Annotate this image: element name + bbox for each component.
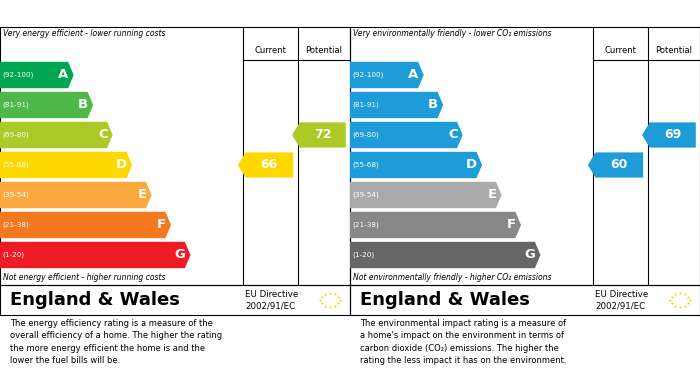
Polygon shape bbox=[350, 242, 540, 268]
Polygon shape bbox=[0, 152, 132, 178]
Polygon shape bbox=[350, 92, 443, 118]
Text: (39-54): (39-54) bbox=[352, 192, 379, 198]
Text: (39-54): (39-54) bbox=[2, 192, 29, 198]
Text: (55-68): (55-68) bbox=[2, 162, 29, 168]
Text: Not environmentally friendly - higher CO₂ emissions: Not environmentally friendly - higher CO… bbox=[353, 273, 552, 282]
Polygon shape bbox=[292, 122, 346, 147]
Text: D: D bbox=[466, 158, 477, 172]
Text: EU Directive
2002/91/EC: EU Directive 2002/91/EC bbox=[245, 290, 298, 310]
Text: Potential: Potential bbox=[305, 46, 342, 55]
Text: (21-38): (21-38) bbox=[2, 222, 29, 228]
Polygon shape bbox=[0, 182, 152, 208]
Polygon shape bbox=[0, 92, 93, 118]
Text: Potential: Potential bbox=[655, 46, 692, 55]
Polygon shape bbox=[0, 212, 171, 238]
Text: 66: 66 bbox=[260, 158, 278, 172]
Text: D: D bbox=[116, 158, 127, 172]
Text: EU Directive
2002/91/EC: EU Directive 2002/91/EC bbox=[595, 290, 648, 310]
Text: G: G bbox=[174, 249, 186, 262]
Text: B: B bbox=[78, 99, 88, 111]
Text: F: F bbox=[157, 219, 166, 231]
Text: (92-100): (92-100) bbox=[2, 72, 34, 78]
Text: (81-91): (81-91) bbox=[2, 102, 29, 108]
Text: Current: Current bbox=[254, 46, 286, 55]
Polygon shape bbox=[642, 122, 696, 147]
Text: G: G bbox=[524, 249, 536, 262]
Text: 72: 72 bbox=[314, 129, 332, 142]
Polygon shape bbox=[350, 62, 424, 88]
Text: (1-20): (1-20) bbox=[2, 252, 25, 258]
Text: (21-38): (21-38) bbox=[352, 222, 379, 228]
Text: (69-80): (69-80) bbox=[2, 132, 29, 138]
Polygon shape bbox=[350, 212, 521, 238]
Text: 60: 60 bbox=[610, 158, 628, 172]
Text: B: B bbox=[428, 99, 438, 111]
Polygon shape bbox=[0, 122, 113, 148]
Polygon shape bbox=[0, 62, 74, 88]
Polygon shape bbox=[238, 152, 293, 178]
Text: 69: 69 bbox=[664, 129, 681, 142]
Text: A: A bbox=[408, 68, 419, 81]
Text: E: E bbox=[137, 188, 146, 201]
Polygon shape bbox=[350, 122, 463, 148]
Text: (69-80): (69-80) bbox=[352, 132, 379, 138]
Text: Current: Current bbox=[604, 46, 636, 55]
Text: F: F bbox=[507, 219, 516, 231]
Text: C: C bbox=[98, 129, 108, 142]
Text: E: E bbox=[487, 188, 496, 201]
Text: (92-100): (92-100) bbox=[352, 72, 384, 78]
Text: C: C bbox=[448, 129, 458, 142]
Text: Very environmentally friendly - lower CO₂ emissions: Very environmentally friendly - lower CO… bbox=[353, 29, 552, 38]
Text: Energy Efficiency Rating: Energy Efficiency Rating bbox=[8, 7, 181, 20]
Polygon shape bbox=[0, 242, 190, 268]
Text: Not energy efficient - higher running costs: Not energy efficient - higher running co… bbox=[3, 273, 165, 282]
Text: (1-20): (1-20) bbox=[352, 252, 375, 258]
Text: The energy efficiency rating is a measure of the
overall efficiency of a home. T: The energy efficiency rating is a measur… bbox=[10, 319, 223, 365]
Text: England & Wales: England & Wales bbox=[10, 291, 181, 309]
Text: Very energy efficient - lower running costs: Very energy efficient - lower running co… bbox=[3, 29, 165, 38]
Polygon shape bbox=[588, 152, 643, 178]
Polygon shape bbox=[350, 152, 482, 178]
Text: England & Wales: England & Wales bbox=[360, 291, 531, 309]
Text: (81-91): (81-91) bbox=[352, 102, 379, 108]
Text: The environmental impact rating is a measure of
a home's impact on the environme: The environmental impact rating is a mea… bbox=[360, 319, 567, 365]
Polygon shape bbox=[350, 182, 501, 208]
Text: A: A bbox=[58, 68, 69, 81]
Text: (55-68): (55-68) bbox=[352, 162, 379, 168]
Text: Environmental Impact (CO₂) Rating: Environmental Impact (CO₂) Rating bbox=[358, 7, 605, 20]
